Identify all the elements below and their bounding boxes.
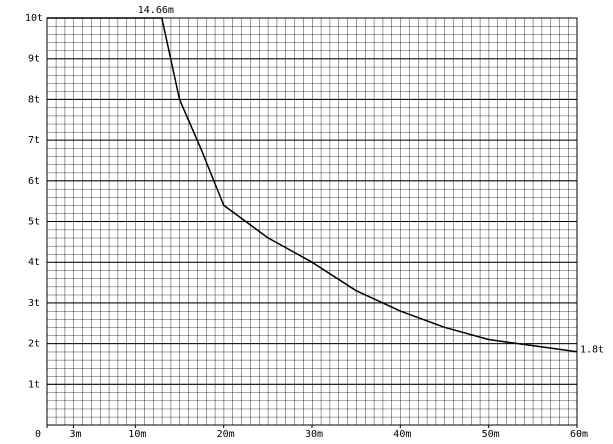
y-tick-label: 2t: [28, 339, 40, 350]
load-curve: [47, 17, 578, 353]
x-tick-label: 10m: [128, 429, 146, 440]
y-tick-label: 8t: [28, 94, 40, 105]
y-tick-label: 10t: [25, 13, 43, 24]
y-tick-label: 4t: [28, 257, 40, 268]
y-tick-label: 3t: [28, 298, 40, 309]
x-tick-label: 30m: [305, 429, 323, 440]
x-tick-label: 3m: [69, 429, 81, 440]
annotation: 1.8t: [580, 345, 604, 356]
x-tick-label: 60m: [570, 429, 588, 440]
y-tick-label: 6t: [28, 176, 40, 187]
x-tick-label: 40m: [393, 429, 411, 440]
x-tick-label: 20m: [217, 429, 235, 440]
annotation: 14.66m: [138, 5, 174, 16]
y-tick-label: 5t: [28, 217, 40, 228]
x-tick-label: 0: [35, 429, 41, 440]
y-tick-label: 1t: [28, 379, 40, 390]
y-tick-label: 7t: [28, 135, 40, 146]
y-tick-label: 9t: [28, 54, 40, 65]
x-tick-label: 50m: [482, 429, 500, 440]
